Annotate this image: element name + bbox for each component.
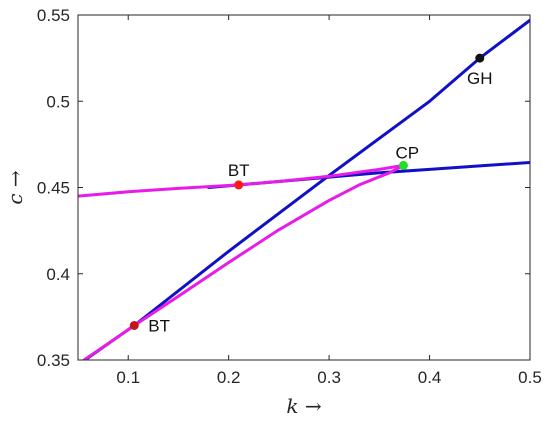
x-tick-label: 0.4 (418, 368, 442, 387)
plot-frame (77, 14, 531, 361)
y-tick-label: 0.4 (46, 265, 70, 284)
x-axis-label: k → (286, 394, 321, 418)
point-marker-bt-1 (129, 321, 139, 330)
point-label-gh-4: GH (467, 69, 493, 88)
point-marker-bt-2 (234, 180, 244, 190)
ticks-layer: 0.1 0.2 0.3 0.4 0.5 0.35 0.4 0.45 0.5 0.55 (37, 6, 542, 387)
y-tick-label: 0.5 (46, 92, 70, 111)
points-layer: BT BT CP GH (129, 53, 493, 336)
y-tick-label: 0.55 (37, 6, 70, 25)
point-label-bt-2: BT (228, 161, 250, 180)
series-layer (78, 18, 530, 360)
series-line-3 (78, 163, 405, 198)
x-tick-label: 0.3 (317, 368, 341, 387)
point-label-cp-3: CP (395, 143, 419, 162)
x-tick-label: 0.2 (217, 368, 241, 387)
y-axis-label: c → (3, 170, 27, 205)
x-tick-label: 0.5 (518, 368, 542, 387)
point-marker-gh-4 (475, 53, 485, 63)
point-marker-cp-3 (398, 160, 408, 170)
x-tick-label: 0.1 (116, 368, 140, 387)
point-label-bt-1: BT (148, 317, 170, 336)
y-tick-label: 0.35 (37, 351, 70, 370)
y-tick-label: 0.45 (37, 179, 70, 198)
series-line-4 (82, 163, 405, 360)
